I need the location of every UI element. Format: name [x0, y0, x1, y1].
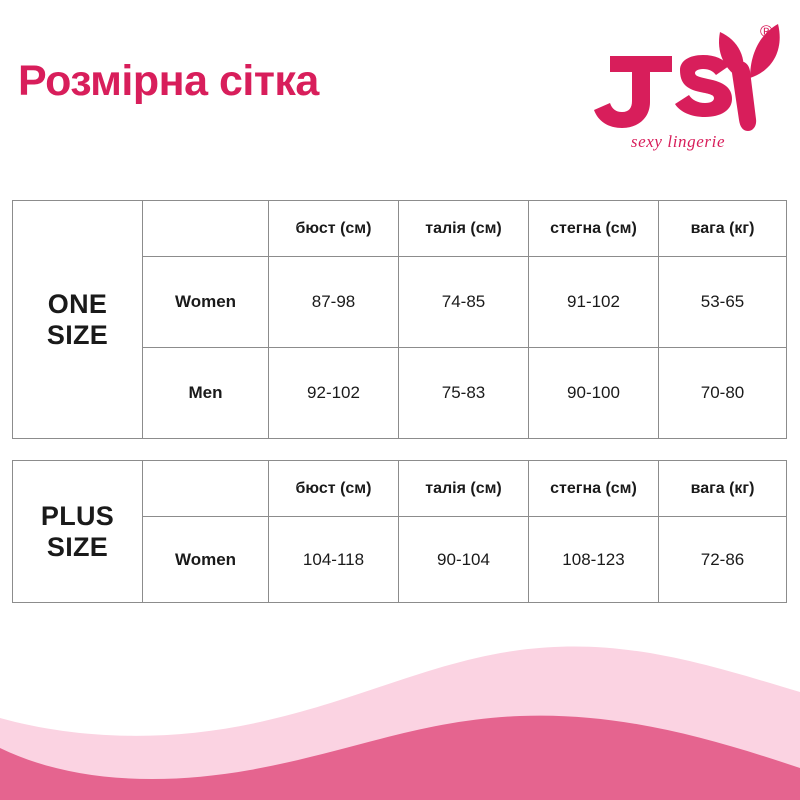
wave-back-shape [0, 646, 800, 800]
size-category-line1: ONE [47, 289, 108, 320]
size-category-line2: SIZE [46, 531, 109, 562]
cell-hips: 108-123 [528, 516, 659, 603]
size-category-label: PLUS SIZE [12, 460, 143, 603]
jsy-logo-icon [592, 14, 788, 134]
cell-weight: 70-80 [658, 347, 787, 439]
column-header-hips: стегна (см) [528, 460, 659, 517]
cell-bust: 87-98 [268, 256, 399, 348]
header-spacer-cell [142, 200, 269, 257]
registered-trademark-icon: ® [760, 22, 773, 41]
wave-front-shape [0, 715, 800, 800]
column-header-hips: стегна (см) [528, 200, 659, 257]
table-row: Women 87-98 74-85 91-102 53-65 [13, 256, 787, 348]
size-category-line2: SIZE [46, 319, 109, 350]
table-row: Men 92-102 75-83 90-100 70-80 [13, 347, 787, 439]
size-category-label: ONE SIZE [12, 200, 143, 439]
table-header-row: PLUS SIZE бюст (см) талія (см) стегна (с… [12, 460, 787, 603]
cell-bust: 92-102 [268, 347, 399, 439]
table-header-row: ONE SIZE бюст (см) талія (см) стегна (см… [12, 200, 787, 439]
cell-weight: 72-86 [658, 516, 787, 603]
size-category-line1: PLUS [40, 501, 115, 532]
header-spacer-cell [142, 460, 269, 517]
column-header-bust: бюст (см) [268, 200, 399, 257]
column-header-bust: бюст (см) [268, 460, 399, 517]
cell-hips: 90-100 [528, 347, 659, 439]
cell-weight: 53-65 [658, 256, 787, 348]
brand-logo: ® sexy lingerie [592, 14, 788, 164]
row-label-men: Men [142, 347, 269, 439]
logo-tagline: sexy lingerie [630, 132, 726, 151]
column-header-weight: вага (кг) [658, 200, 787, 257]
cell-bust: 104-118 [268, 516, 399, 603]
cell-waist: 74-85 [398, 256, 529, 348]
cell-hips: 91-102 [528, 256, 659, 348]
column-header-waist: талія (см) [398, 460, 529, 517]
cell-waist: 75-83 [398, 347, 529, 439]
cell-waist: 90-104 [398, 516, 529, 603]
plus-size-table: PLUS SIZE бюст (см) талія (см) стегна (с… [12, 460, 787, 603]
page-title: Розмірна сітка [18, 57, 319, 105]
row-label-women: Women [142, 256, 269, 348]
column-header-weight: вага (кг) [658, 460, 787, 517]
table-row: Women 104-118 90-104 108-123 72-86 [13, 516, 787, 603]
one-size-table: ONE SIZE бюст (см) талія (см) стегна (см… [12, 200, 787, 439]
column-header-waist: талія (см) [398, 200, 529, 257]
header: Розмірна сітка ® sexy lingerie [0, 0, 800, 190]
row-label-women: Women [142, 516, 269, 603]
decorative-waves [0, 610, 800, 800]
